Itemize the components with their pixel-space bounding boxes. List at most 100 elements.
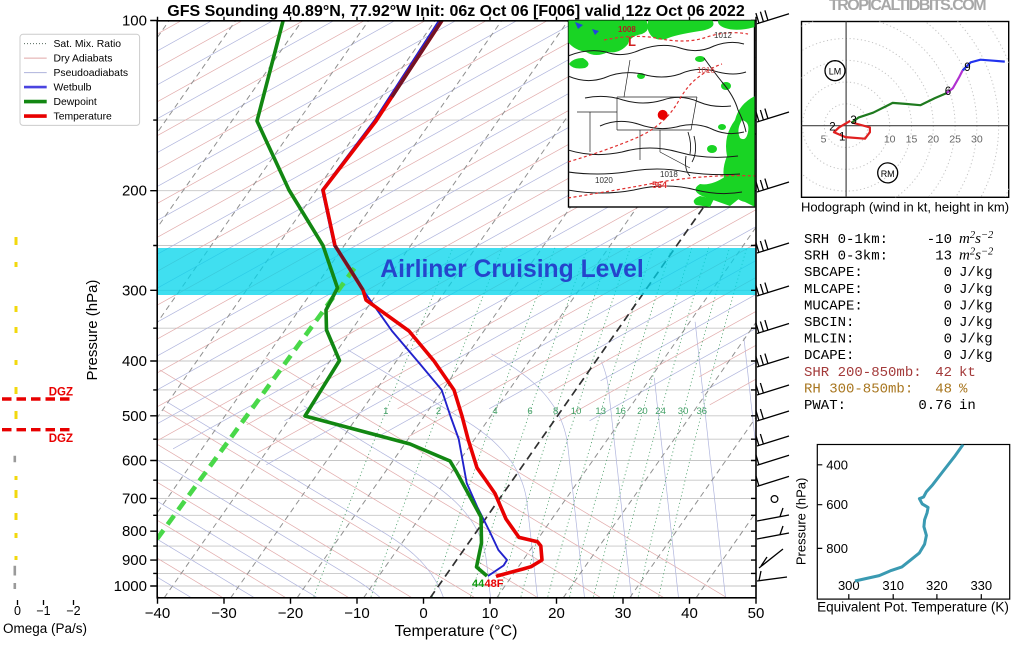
svg-text:13: 13 bbox=[935, 249, 952, 265]
svg-text:900: 900 bbox=[122, 552, 147, 569]
svg-text:1008: 1008 bbox=[618, 25, 636, 34]
svg-text:J/kg: J/kg bbox=[959, 298, 993, 314]
svg-text:564: 564 bbox=[652, 180, 667, 190]
svg-text:Hodograph (wind in kt, height: Hodograph (wind in kt, height in km) bbox=[801, 200, 1009, 215]
svg-text:1012: 1012 bbox=[714, 31, 732, 40]
svg-text:24: 24 bbox=[655, 406, 666, 417]
svg-text:600: 600 bbox=[826, 497, 848, 512]
svg-text:8: 8 bbox=[553, 406, 558, 417]
svg-text:J/kg: J/kg bbox=[959, 315, 993, 331]
svg-text:PWAT:: PWAT: bbox=[804, 398, 846, 414]
svg-text:%: % bbox=[959, 381, 968, 397]
svg-text:1016: 1016 bbox=[697, 66, 715, 75]
svg-text:J/kg: J/kg bbox=[959, 265, 993, 281]
svg-text:GFS Sounding 40.89°N, 77.92°W: GFS Sounding 40.89°N, 77.92°W Init: 06z … bbox=[167, 3, 745, 20]
svg-text:0: 0 bbox=[944, 348, 952, 364]
svg-text:SRH 0-1km:: SRH 0-1km: bbox=[804, 232, 888, 248]
svg-text:700: 700 bbox=[122, 490, 147, 507]
svg-text:−40: −40 bbox=[145, 605, 170, 622]
svg-text:10: 10 bbox=[884, 134, 896, 146]
svg-text:44: 44 bbox=[472, 578, 485, 590]
svg-text:10: 10 bbox=[482, 605, 499, 622]
svg-text:SHR 200-850mb:: SHR 200-850mb: bbox=[804, 365, 922, 381]
svg-text:2: 2 bbox=[436, 406, 441, 417]
svg-text:1: 1 bbox=[839, 132, 845, 144]
svg-text:6: 6 bbox=[527, 406, 532, 417]
svg-text:100: 100 bbox=[122, 13, 147, 30]
svg-text:-10: -10 bbox=[927, 232, 952, 248]
svg-text:1018: 1018 bbox=[660, 170, 678, 179]
svg-text:1020: 1020 bbox=[595, 176, 613, 185]
svg-text:SBCIN:: SBCIN: bbox=[804, 315, 854, 331]
svg-text:500: 500 bbox=[122, 408, 147, 425]
svg-text:16: 16 bbox=[615, 406, 626, 417]
svg-text:TROPICALTIDBITS.COM: TROPICALTIDBITS.COM bbox=[829, 0, 986, 14]
svg-text:in: in bbox=[959, 398, 976, 414]
svg-text:MLCIN:: MLCIN: bbox=[804, 332, 854, 348]
svg-text:310: 310 bbox=[882, 578, 904, 593]
svg-text:−10: −10 bbox=[344, 605, 369, 622]
svg-text:RH 300-850mb:: RH 300-850mb: bbox=[804, 381, 913, 397]
svg-text:13: 13 bbox=[595, 406, 606, 417]
svg-text:30: 30 bbox=[615, 605, 632, 622]
svg-text:40: 40 bbox=[681, 605, 698, 622]
svg-text:Wetbulb: Wetbulb bbox=[54, 83, 92, 94]
svg-text:320: 320 bbox=[926, 578, 948, 593]
svg-text:50: 50 bbox=[748, 605, 765, 622]
svg-text:J/kg: J/kg bbox=[959, 282, 993, 298]
svg-text:400: 400 bbox=[826, 457, 848, 472]
svg-text:DGZ: DGZ bbox=[49, 387, 73, 399]
svg-text:LM: LM bbox=[829, 67, 842, 77]
svg-text:6: 6 bbox=[945, 86, 951, 98]
svg-text:0: 0 bbox=[944, 315, 952, 331]
svg-text:9: 9 bbox=[964, 62, 970, 74]
svg-text:42: 42 bbox=[935, 365, 952, 381]
svg-text:DGZ: DGZ bbox=[49, 433, 73, 445]
svg-text:25: 25 bbox=[949, 134, 961, 146]
svg-text:1000: 1000 bbox=[114, 578, 147, 595]
svg-text:SBCAPE:: SBCAPE: bbox=[804, 265, 863, 281]
svg-text:15: 15 bbox=[906, 134, 918, 146]
svg-text:36: 36 bbox=[697, 406, 708, 417]
svg-text:J/kg: J/kg bbox=[959, 332, 993, 348]
svg-text:m2s−2: m2s−2 bbox=[959, 230, 994, 247]
svg-text:J/kg: J/kg bbox=[959, 348, 993, 364]
svg-text:−20: −20 bbox=[278, 605, 303, 622]
svg-text:0: 0 bbox=[944, 282, 952, 298]
svg-text:800: 800 bbox=[122, 523, 147, 540]
svg-text:330: 330 bbox=[970, 578, 992, 593]
svg-text:10: 10 bbox=[571, 406, 582, 417]
svg-text:Pressure (hPa): Pressure (hPa) bbox=[794, 478, 809, 565]
svg-text:48F: 48F bbox=[485, 578, 504, 590]
svg-text:Dry Adiabats: Dry Adiabats bbox=[54, 54, 113, 65]
svg-text:Sat. Mix. Ratio: Sat. Mix. Ratio bbox=[54, 39, 122, 50]
svg-text:Temperature (°C): Temperature (°C) bbox=[395, 623, 518, 640]
svg-text:−2: −2 bbox=[66, 604, 80, 618]
svg-text:30: 30 bbox=[971, 134, 983, 146]
svg-text:SRH 0-3km:: SRH 0-3km: bbox=[804, 249, 888, 265]
svg-text:kt: kt bbox=[959, 365, 976, 381]
svg-text:600: 600 bbox=[122, 453, 147, 470]
svg-text:20: 20 bbox=[927, 134, 939, 146]
svg-text:Equivalent Pot. Temperature (K: Equivalent Pot. Temperature (K) bbox=[817, 600, 1009, 615]
svg-text:800: 800 bbox=[826, 541, 848, 556]
svg-text:0.76: 0.76 bbox=[918, 398, 952, 414]
svg-text:300: 300 bbox=[838, 578, 860, 593]
svg-text:−1: −1 bbox=[36, 604, 50, 618]
svg-text:0: 0 bbox=[944, 298, 952, 314]
svg-text:400: 400 bbox=[122, 353, 147, 370]
svg-text:−30: −30 bbox=[211, 605, 236, 622]
svg-text:48: 48 bbox=[935, 381, 952, 397]
svg-text:2: 2 bbox=[829, 122, 835, 134]
svg-text:Temperature: Temperature bbox=[54, 112, 113, 123]
svg-text:Pseudoadiabats: Pseudoadiabats bbox=[54, 68, 129, 79]
svg-text:0: 0 bbox=[944, 265, 952, 281]
svg-text:MLCAPE:: MLCAPE: bbox=[804, 282, 863, 298]
svg-text:4: 4 bbox=[492, 406, 497, 417]
svg-text:Airliner Cruising Level: Airliner Cruising Level bbox=[380, 256, 643, 283]
svg-text:Omega (Pa/s): Omega (Pa/s) bbox=[3, 621, 87, 636]
svg-text:200: 200 bbox=[122, 183, 147, 200]
svg-text:m2s−2: m2s−2 bbox=[959, 247, 994, 264]
svg-text:L: L bbox=[628, 34, 636, 49]
svg-text:20: 20 bbox=[548, 605, 565, 622]
